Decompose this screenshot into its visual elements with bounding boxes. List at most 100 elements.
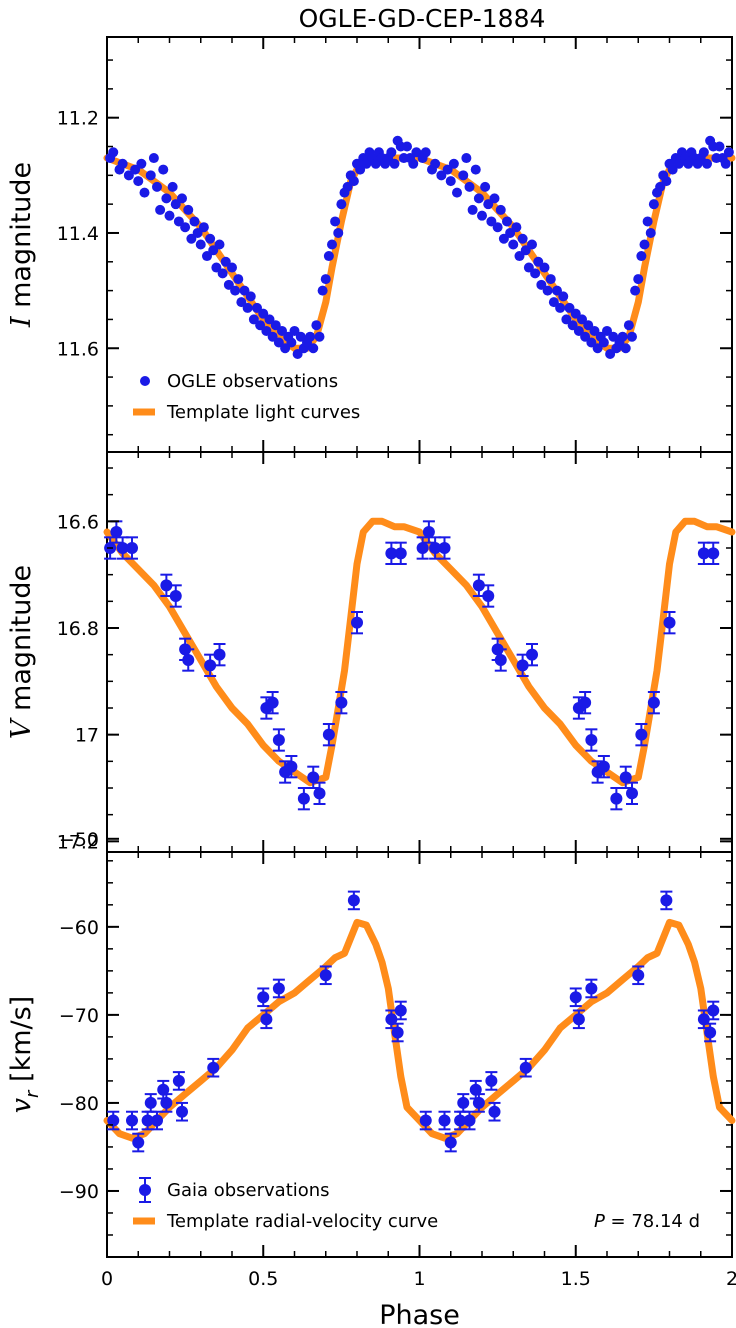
data-point bbox=[508, 239, 519, 250]
data-point bbox=[394, 1004, 407, 1017]
data-point bbox=[305, 331, 316, 342]
data-point bbox=[148, 153, 159, 164]
data-point bbox=[272, 734, 285, 746]
period-value: = 78.14 d bbox=[605, 1211, 700, 1232]
data-point bbox=[419, 1114, 432, 1127]
data-point bbox=[198, 222, 209, 233]
x-axis-label: Phase bbox=[379, 1300, 460, 1328]
data-point bbox=[333, 227, 344, 238]
x-tick-label: 1.5 bbox=[561, 1268, 591, 1290]
data-point bbox=[157, 1083, 170, 1096]
data-point bbox=[539, 262, 550, 273]
data-point bbox=[448, 158, 459, 169]
data-point bbox=[136, 158, 147, 169]
data-point bbox=[182, 654, 195, 666]
data-point bbox=[660, 894, 673, 907]
data-point bbox=[285, 760, 298, 773]
data-point bbox=[139, 187, 150, 198]
legend-label: Gaia observations bbox=[167, 1180, 330, 1201]
data-point bbox=[348, 176, 359, 187]
data-point bbox=[126, 1114, 138, 1127]
data-point bbox=[180, 222, 191, 233]
legend-label: Template light curves bbox=[166, 402, 360, 423]
data-point bbox=[320, 274, 331, 285]
data-point bbox=[704, 1026, 717, 1039]
period-annotation: P = 78.14 d bbox=[594, 1211, 700, 1232]
data-point bbox=[177, 193, 187, 204]
data-point bbox=[233, 274, 244, 285]
data-point bbox=[317, 285, 328, 296]
data-point bbox=[452, 187, 462, 198]
legend-label: OGLE observations bbox=[167, 371, 338, 392]
y-axis-label: vr [km/s] bbox=[6, 996, 43, 1113]
y-tick-label: −90 bbox=[59, 1181, 99, 1203]
data-point bbox=[386, 147, 397, 158]
data-point bbox=[714, 141, 725, 152]
data-point bbox=[394, 547, 407, 560]
data-point bbox=[635, 728, 648, 741]
panel-1: 11.2 11.4 11.6 I magnitude OGLE observations… bbox=[6, 36, 736, 453]
data-point bbox=[161, 193, 172, 204]
data-point bbox=[492, 222, 503, 233]
data-point bbox=[617, 331, 628, 342]
data-point bbox=[464, 181, 475, 192]
data-point bbox=[297, 792, 310, 805]
data-point bbox=[314, 331, 325, 342]
data-point bbox=[698, 147, 709, 158]
data-point bbox=[155, 204, 166, 215]
data-point bbox=[477, 210, 487, 221]
y-tick-label: 16.6 bbox=[57, 511, 99, 533]
data-point bbox=[205, 233, 216, 244]
data-point bbox=[420, 147, 431, 158]
data-point bbox=[480, 181, 491, 192]
data-point bbox=[489, 193, 500, 204]
data-point bbox=[347, 894, 360, 907]
data-point bbox=[207, 1061, 220, 1074]
data-point bbox=[272, 982, 285, 995]
data-point bbox=[702, 158, 712, 169]
y-tick-label: −50 bbox=[59, 829, 99, 851]
y-tick-label: 11.4 bbox=[57, 223, 99, 245]
data-point bbox=[642, 216, 653, 227]
data-point bbox=[585, 734, 598, 746]
data-point bbox=[429, 542, 442, 554]
data-point bbox=[645, 227, 656, 238]
data-point bbox=[469, 1083, 482, 1096]
data-point bbox=[511, 222, 522, 233]
data-point bbox=[555, 302, 566, 313]
data-point bbox=[116, 542, 129, 554]
data-point bbox=[495, 204, 506, 215]
y-axis-label-symbol: I bbox=[6, 315, 37, 328]
data-point bbox=[389, 158, 400, 169]
data-point bbox=[542, 285, 553, 296]
data-point bbox=[152, 181, 162, 192]
data-point bbox=[472, 579, 485, 592]
data-point bbox=[117, 158, 128, 169]
data-point bbox=[597, 760, 610, 773]
data-point bbox=[336, 199, 347, 210]
data-point bbox=[661, 176, 672, 187]
data-point bbox=[639, 239, 650, 250]
data-point bbox=[169, 590, 182, 602]
data-point bbox=[286, 337, 297, 348]
data-point bbox=[189, 216, 200, 227]
data-point bbox=[623, 320, 634, 331]
data-point bbox=[579, 696, 592, 709]
data-point bbox=[227, 262, 237, 273]
y-tick-label: 11.2 bbox=[57, 108, 99, 130]
data-point bbox=[214, 239, 225, 250]
data-point bbox=[213, 648, 226, 661]
data-point bbox=[454, 1114, 467, 1127]
data-point bbox=[132, 1136, 145, 1149]
data-point bbox=[720, 158, 731, 169]
data-point bbox=[463, 1114, 476, 1127]
x-tick-label: 0.5 bbox=[248, 1268, 278, 1290]
data-point bbox=[630, 285, 641, 296]
data-point bbox=[217, 268, 228, 279]
legend-label: Template radial-velocity curve bbox=[166, 1211, 438, 1232]
data-point bbox=[266, 696, 279, 709]
data-point bbox=[473, 193, 484, 204]
y-axis-label: V magnitude bbox=[6, 565, 37, 739]
panel-3: −50 −60 −70 −80 −90 0 0.5 1 1.5 2 Phase vr [km/s] Ga… bbox=[6, 829, 736, 1328]
data-point bbox=[160, 1096, 173, 1109]
